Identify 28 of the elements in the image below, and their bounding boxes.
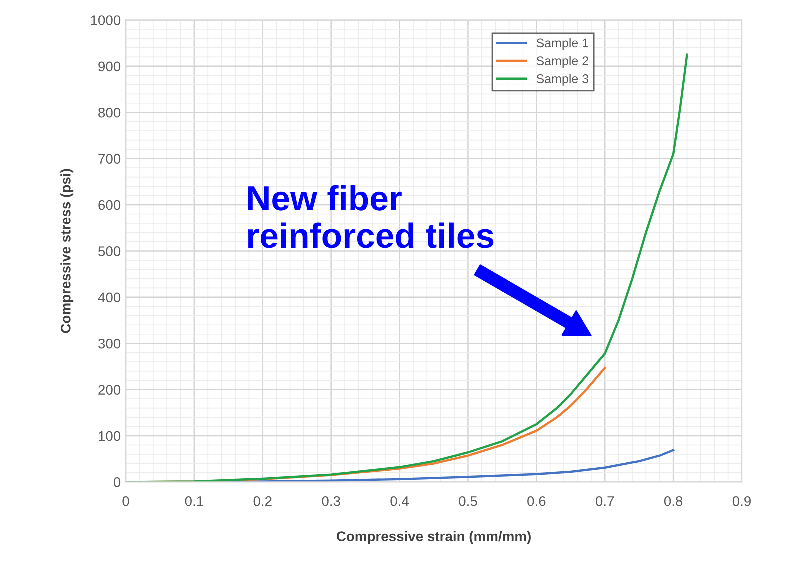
y-tick-label: 800 xyxy=(98,108,121,118)
x-tick-label: 0.3 xyxy=(322,496,340,506)
y-tick-label: 900 xyxy=(98,62,121,72)
x-tick-label: 0 xyxy=(122,496,130,506)
y-tick-label: 400 xyxy=(98,292,121,303)
x-tick-label: 0.9 xyxy=(732,496,751,506)
y-axis-title: Compressive stress (psi) xyxy=(60,169,74,334)
x-tick-label: 0.6 xyxy=(528,496,546,506)
y-tick-label: 100 xyxy=(99,431,121,442)
x-tick-label: 0.4 xyxy=(390,496,410,506)
y-tick-label: 700 xyxy=(98,154,121,164)
x-tick-label: 0.2 xyxy=(254,496,272,506)
y-tick-label: 1000 xyxy=(91,16,121,26)
legend-label: Sample 2 xyxy=(536,56,588,68)
y-tick-label: 500 xyxy=(98,246,121,256)
y-tick-label: 300 xyxy=(98,338,121,349)
x-tick-label: 0.8 xyxy=(664,496,683,506)
y-tick-label: 200 xyxy=(98,385,121,395)
y-tick-label: 600 xyxy=(98,200,121,210)
x-tick-label: 0.1 xyxy=(185,496,204,506)
annotation: New fiber reinforced tiles xyxy=(248,185,494,248)
x-tick-label: 0.7 xyxy=(596,496,614,506)
x-axis-title: Compressive strain (mm/mm) xyxy=(336,531,531,544)
line-series xyxy=(126,54,688,482)
x-tick-label: 0.5 xyxy=(459,496,478,506)
legend-label: Sample 3 xyxy=(536,74,589,86)
legend-label: Sample 1 xyxy=(536,38,588,50)
y-tick-label: 0 xyxy=(114,478,121,488)
